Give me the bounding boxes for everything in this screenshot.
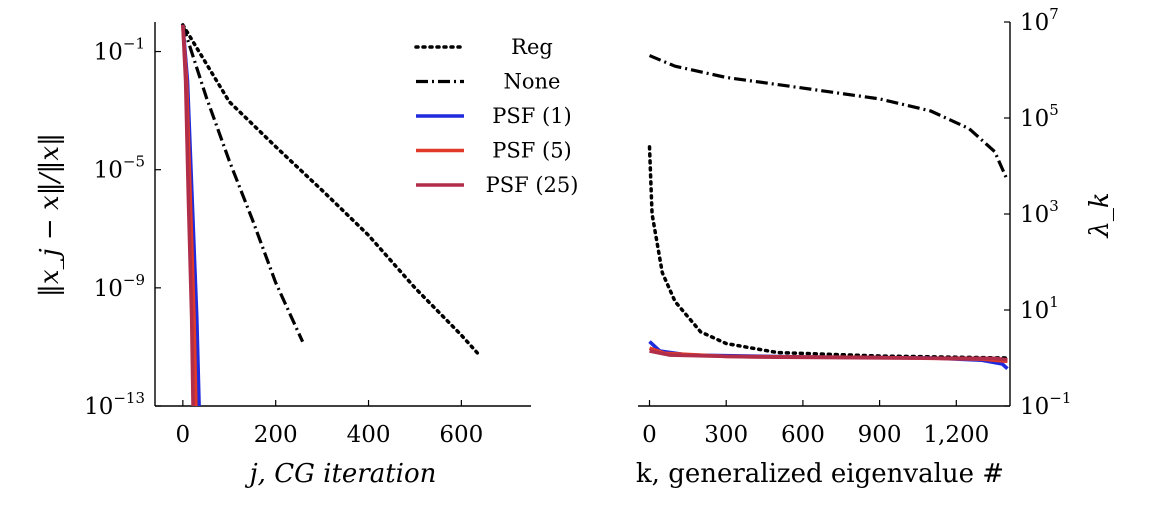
tick-base: 10 — [1020, 394, 1049, 420]
tick-exponent: 7 — [1049, 5, 1059, 23]
tick-base: 10 — [84, 394, 113, 420]
tick-base: 10 — [1020, 202, 1049, 228]
legend-label: Reg — [511, 35, 553, 59]
tick-exponent: −5 — [123, 153, 145, 171]
left-plot-x-axis-label: j, CG iteration — [245, 459, 437, 489]
r-x-tick-label: 1,200 — [923, 422, 989, 448]
r-x-tick-label: 900 — [858, 422, 902, 448]
tick-base: 10 — [1020, 298, 1049, 324]
l-y-tick-label: 10−1 — [94, 35, 145, 66]
tick-exponent: 3 — [1049, 197, 1059, 215]
tick-base: 10 — [1020, 106, 1049, 132]
l-x-tick-label: 400 — [347, 422, 391, 448]
l-series-none — [181, 24, 305, 343]
r-x-tick-label: 600 — [781, 422, 825, 448]
tick-base: 10 — [94, 40, 123, 66]
tick-exponent: 5 — [1049, 101, 1059, 119]
legend-label: PSF (1) — [492, 104, 572, 128]
r-series-reg — [647, 145, 1010, 360]
l-x-tick-label: 200 — [254, 422, 298, 448]
l-series-reg — [181, 23, 482, 358]
l-x-tick-label: 0 — [176, 422, 191, 448]
r-y-tick-label: 10−1 — [1020, 389, 1071, 420]
right-plot-y-axis-label: λ_k — [1085, 192, 1115, 238]
r-series-none — [648, 54, 1009, 182]
l-y-tick-label: 10−9 — [94, 271, 145, 302]
r-y-tick-label: 103 — [1020, 197, 1059, 228]
tick-exponent: 1 — [1049, 293, 1059, 311]
tick-exponent: −1 — [123, 35, 145, 53]
legend: Reg None PSF (1) PSF (5) PSF (25) — [414, 35, 579, 197]
r-series-psf-25 — [649, 349, 1008, 362]
legend-label: PSF (5) — [492, 139, 572, 163]
convergence-plot: 0 200 400 600 10−110−510−910−13 j, CG itera… — [35, 22, 578, 489]
legend-label: PSF (25) — [486, 173, 579, 197]
l-x-tick-label: 600 — [439, 422, 483, 448]
tick-exponent: −1 — [1049, 389, 1071, 407]
tick-base: 10 — [94, 276, 123, 302]
tick-base: 10 — [94, 158, 123, 184]
r-x-tick-label: 0 — [642, 422, 657, 448]
r-y-tick-label: 105 — [1020, 101, 1059, 132]
tick-exponent: −9 — [123, 271, 145, 289]
l-y-tick-label: 10−5 — [94, 153, 145, 184]
left-plot-y-axis-label: ‖x_j − x‖/‖x‖ — [35, 133, 65, 297]
r-y-tick-label: 107 — [1020, 5, 1059, 36]
tick-base: 10 — [1020, 10, 1049, 36]
l-y-tick-label: 10−13 — [84, 389, 145, 420]
r-y-tick-label: 101 — [1020, 293, 1059, 324]
right-plot-x-axis-label: k, generalized eigenvalue # — [636, 459, 1004, 489]
l-series-psf-25 — [181, 24, 195, 406]
legend-label: None — [504, 70, 561, 94]
r-x-tick-label: 300 — [704, 422, 748, 448]
tick-exponent: −13 — [113, 389, 145, 407]
